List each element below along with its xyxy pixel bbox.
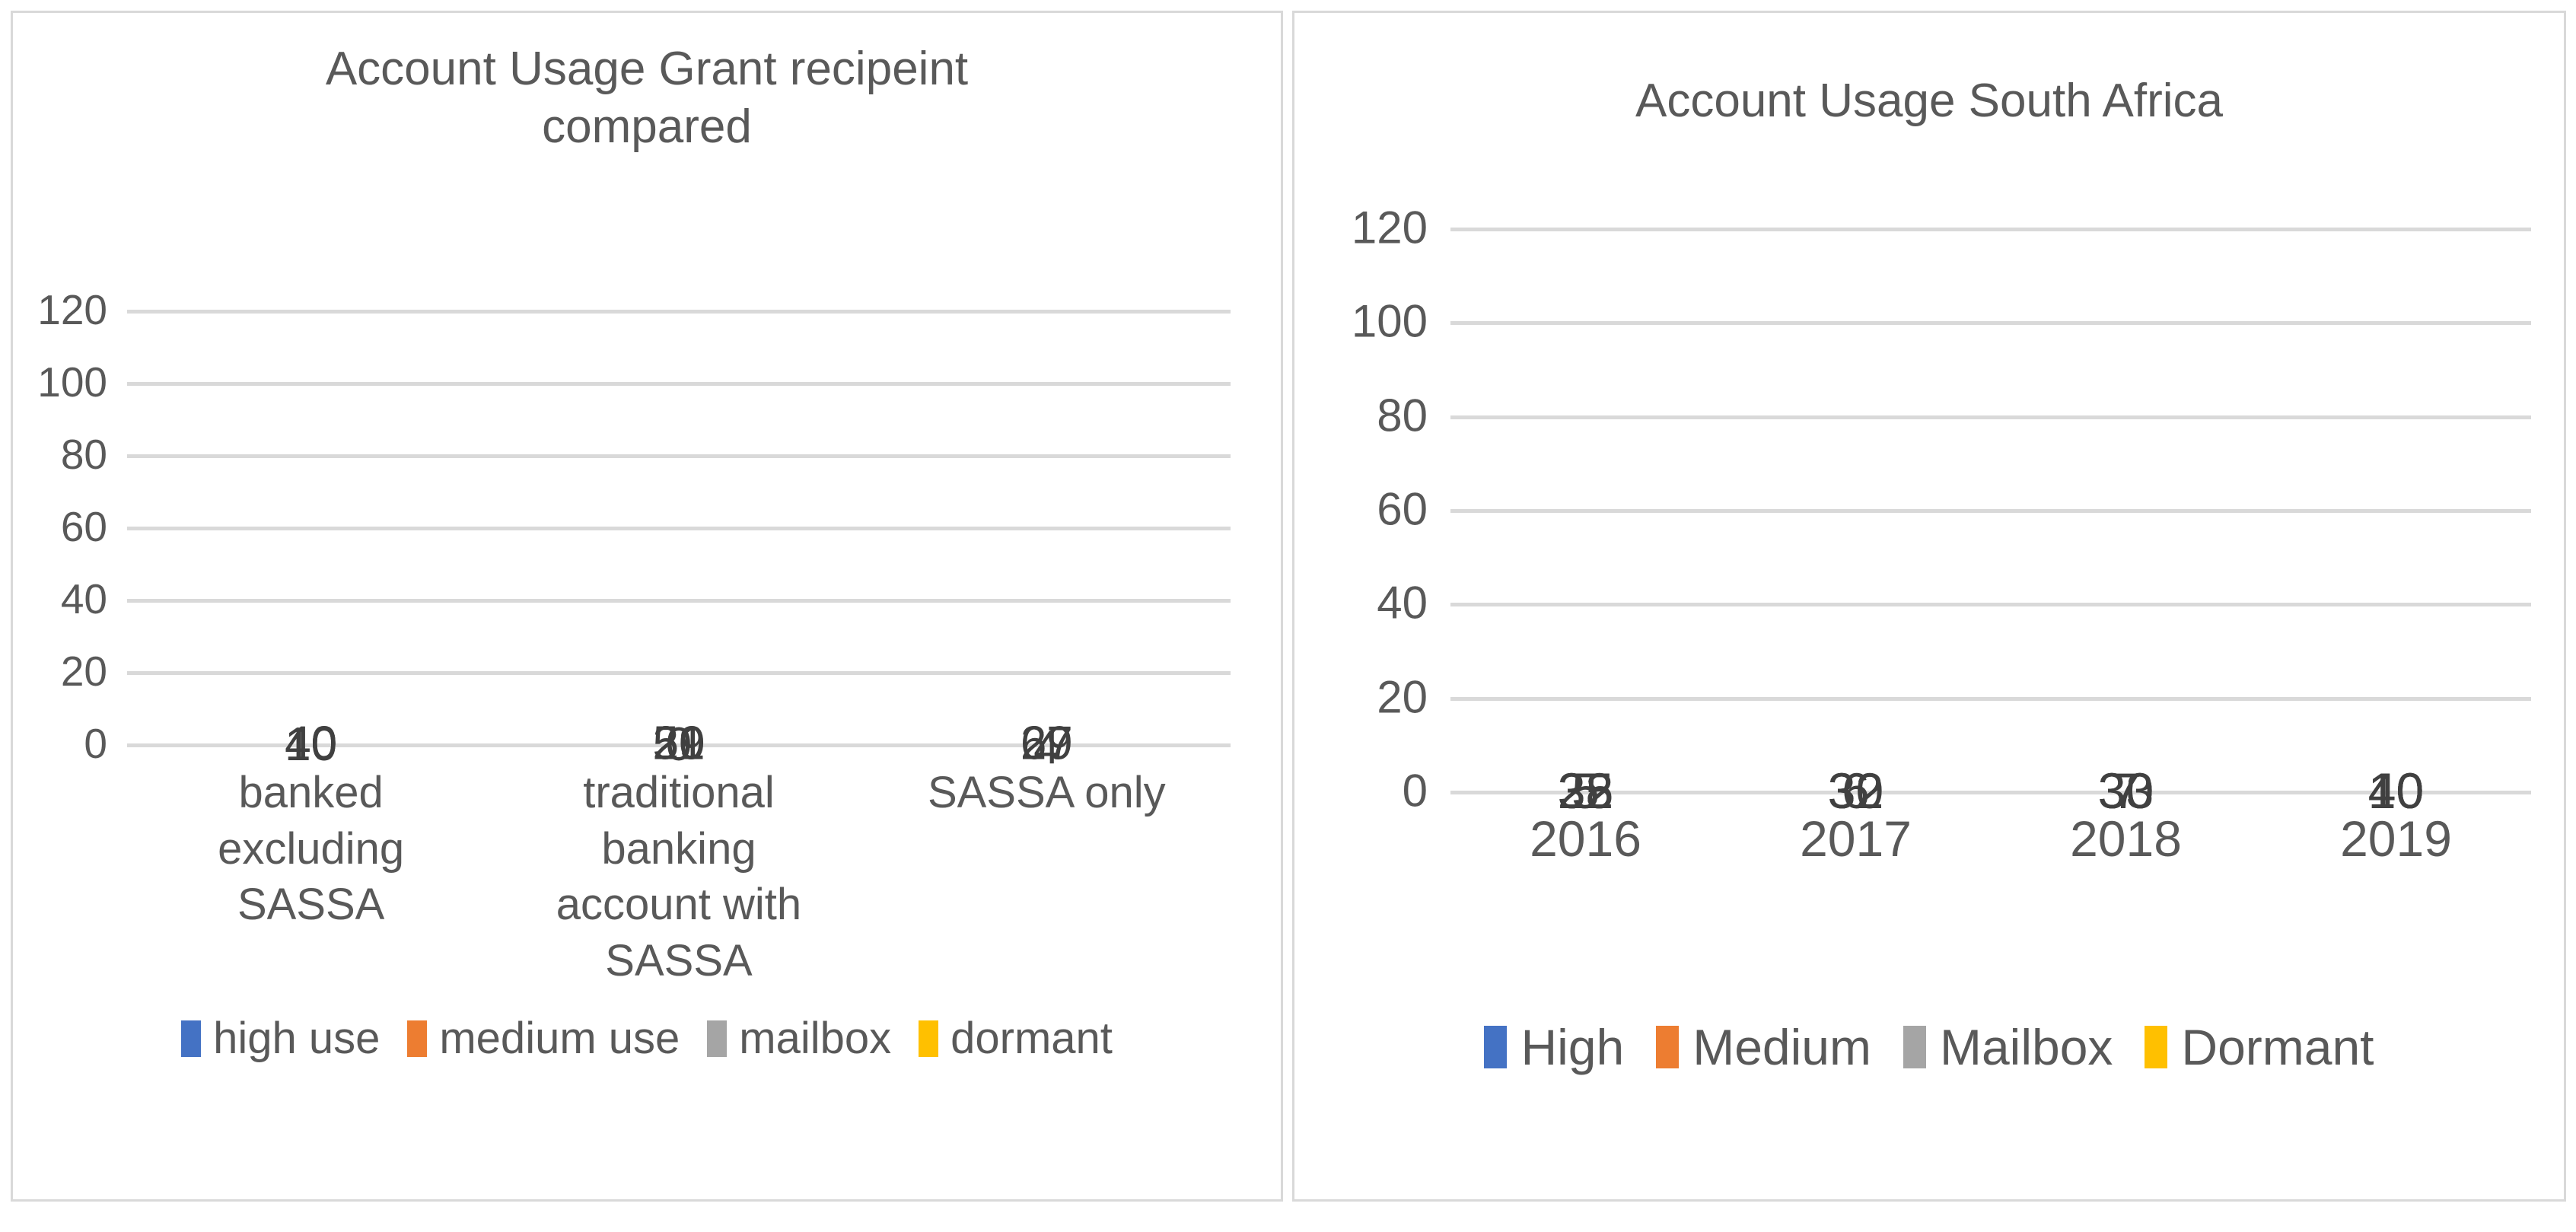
gridline (1450, 228, 2531, 231)
legend-swatch-icon (1903, 1026, 1926, 1068)
legend-label: Mailbox (1939, 1019, 2113, 1075)
gridline (1450, 603, 2531, 607)
y-axis-tick-label: 80 (60, 431, 107, 478)
legend-item-mailbox[interactable]: Mailbox (1903, 1018, 2113, 1076)
bar-column[interactable]: 40 40 10 10 (127, 310, 495, 771)
chart-title-grant-recipient: Account Usage Grant recipeint compared (325, 43, 969, 153)
bar-column[interactable]: 30 30 33 7 (1991, 228, 2261, 819)
y-axis-tick-label: 0 (1402, 765, 1428, 817)
legend-swatch-icon (181, 1020, 202, 1057)
gridline (127, 382, 1231, 386)
legend-item-high-use[interactable]: high use (181, 1013, 380, 1064)
gridline (127, 671, 1231, 675)
x-axis-tick-label: SASSA only (927, 768, 1166, 817)
chart-panel-grant-recipient: Account Usage Grant recipeint compared 0… (11, 11, 1283, 1202)
y-axis-tick-label: 20 (60, 648, 107, 695)
legend-item-dormant[interactable]: Dormant (2145, 1018, 2374, 1076)
gridline (127, 454, 1231, 458)
y-axis-tick-label: 0 (84, 720, 107, 767)
x-axis-south-africa: 2016 2017 2018 2019 (1450, 807, 2531, 871)
y-axis-tick-label: 120 (1351, 202, 1428, 253)
bar-group-grant-recipient: 40 40 10 10 21 50 29 0 4 27 69 (127, 310, 1231, 775)
chart-panel-south-africa: Account Usage South Africa 0 20 40 60 80 100 1… (1292, 11, 2566, 1202)
legend-grant-recipient: high use medium use mailbox dormant (13, 1013, 1281, 1064)
y-axis-tick-label: 100 (37, 358, 107, 406)
gridline (1450, 509, 2531, 513)
legend-item-medium-use[interactable]: medium use (407, 1013, 680, 1064)
y-axis-tick-label: 40 (60, 575, 107, 622)
gridline (1450, 321, 2531, 326)
legend-swatch-icon (919, 1020, 939, 1057)
legend-label: high use (213, 1014, 381, 1063)
x-axis-tick-label: traditional banking account with SASSA (556, 768, 802, 985)
legend-item-mailbox[interactable]: mailbox (707, 1013, 891, 1064)
legend-item-dormant[interactable]: dormant (919, 1013, 1113, 1064)
x-axis-tick-label: 2017 (1800, 810, 1912, 867)
y-axis-tick-label: 100 (1351, 295, 1428, 347)
legend-south-africa: High Medium Mailbox Dormant (1294, 1018, 2564, 1076)
legend-swatch-icon (707, 1020, 728, 1057)
legend-label: High (1520, 1019, 1625, 1075)
bar-column[interactable]: 4 27 69 (863, 310, 1231, 775)
legend-swatch-icon (407, 1020, 428, 1057)
legend-item-high[interactable]: High (1484, 1018, 1624, 1076)
bar-column[interactable]: 21 50 29 0 (495, 310, 862, 771)
gridline (127, 743, 1231, 747)
gridline (127, 527, 1231, 530)
gridlines-grant-recipient (127, 310, 1231, 747)
gridline (1450, 696, 2531, 701)
y-axis-tick-label: 40 (1377, 577, 1428, 629)
bar-column[interactable]: 40 40 10 10 (2261, 228, 2531, 819)
legend-label: medium use (439, 1014, 680, 1063)
legend-swatch-icon (2145, 1026, 2168, 1068)
x-axis-tick-label: 2019 (2340, 810, 2452, 867)
bar-column[interactable]: 32 32 30 6 (1721, 228, 1991, 819)
legend-label: Dormant (2181, 1019, 2374, 1075)
y-axis-tick-label: 80 (1377, 390, 1428, 441)
x-axis-tick-label: 2018 (2070, 810, 2182, 867)
bar-group-south-africa: 38 32 25 5 32 32 30 6 30 30 33 7 40 40 10 10 (1450, 228, 2531, 819)
chart-title-south-africa: Account Usage South Africa (1635, 75, 2223, 127)
y-axis-tick-label: 20 (1377, 671, 1428, 723)
y-axis-tick-label: 60 (1377, 483, 1428, 535)
y-axis-tick-label: 120 (37, 286, 107, 333)
gridline (127, 599, 1231, 603)
x-axis-grant-recipient: banked excluding SASSA traditional bankin… (127, 765, 1231, 989)
legend-swatch-icon (1484, 1026, 1508, 1068)
plot-area-grant-recipient: 0 20 40 60 80 100 120 40 40 10 10 21 50 29 0 4 27 69 ban… (37, 286, 1231, 985)
legend-label: Medium (1692, 1019, 1871, 1075)
bar-column[interactable]: 38 32 25 5 (1450, 228, 1721, 819)
x-axis-tick-label: 2016 (1530, 810, 1641, 867)
legend-item-medium[interactable]: Medium (1656, 1018, 1871, 1076)
gridlines-south-africa (1450, 228, 2531, 794)
gridline (1450, 791, 2531, 794)
legend-label: mailbox (739, 1014, 892, 1063)
gridline (1450, 415, 2531, 419)
y-axis-tick-label: 60 (60, 503, 107, 550)
legend-label: dormant (950, 1014, 1113, 1063)
x-axis-tick-label: banked excluding SASSA (218, 768, 405, 930)
plot-area-south-africa: 0 20 40 60 80 100 120 38 32 25 5 32 32 30 6 30 30 33 7 40 4… (1352, 202, 2531, 867)
legend-swatch-icon (1656, 1026, 1680, 1068)
gridline (127, 310, 1231, 314)
